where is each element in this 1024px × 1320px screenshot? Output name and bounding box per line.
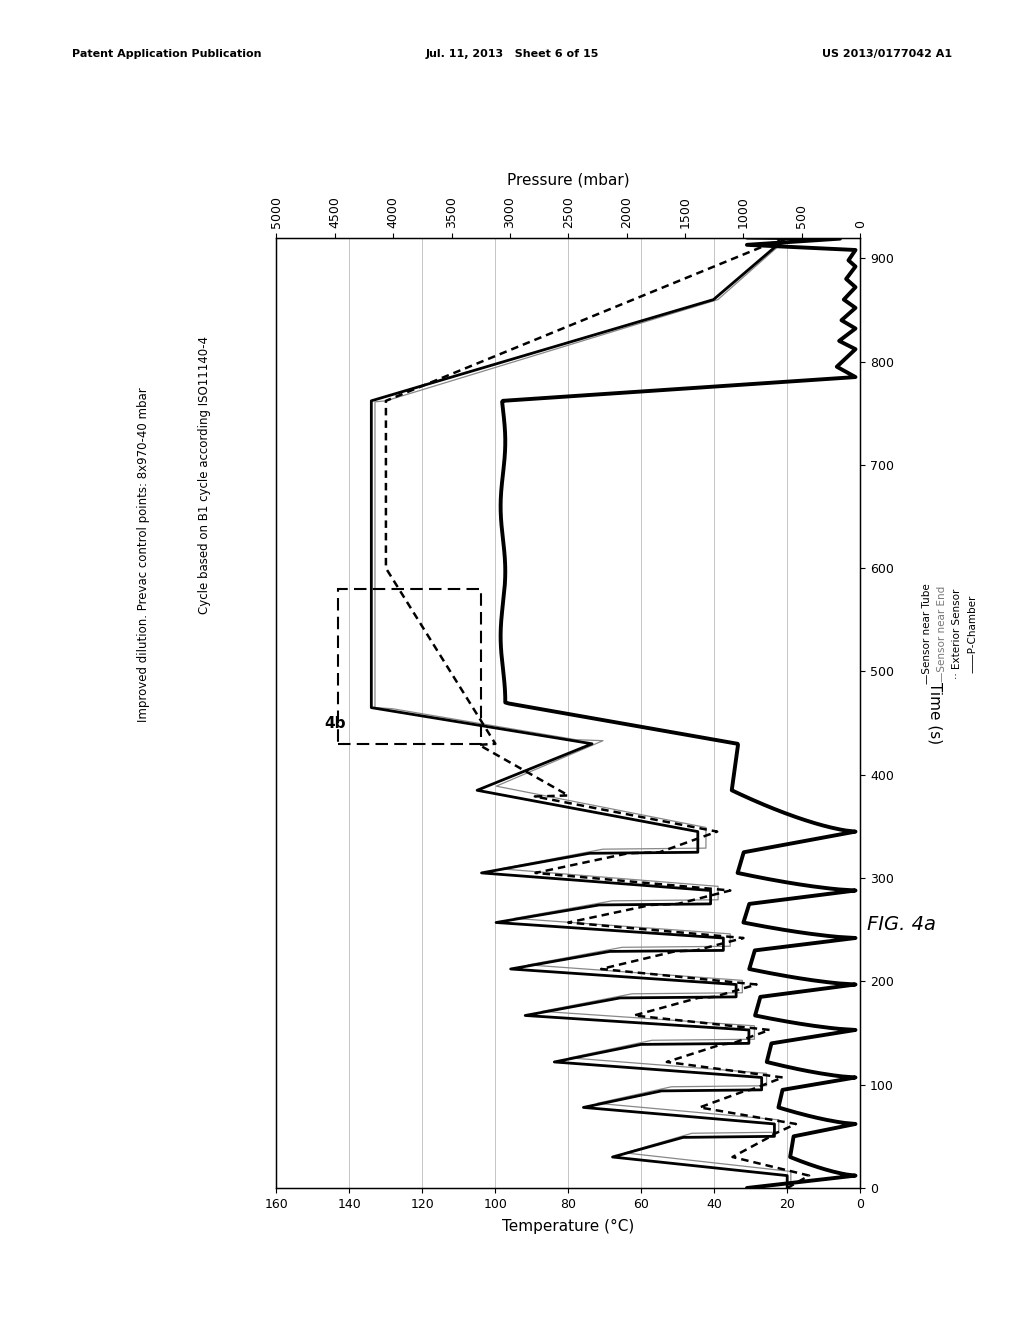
Text: —Sensor near Tube: —Sensor near Tube <box>922 583 932 684</box>
X-axis label: Temperature (°C): Temperature (°C) <box>502 1220 635 1234</box>
Text: FIG. 4a: FIG. 4a <box>866 915 936 933</box>
Bar <box>339 589 481 743</box>
Text: —Sensor near End: —Sensor near End <box>937 586 947 681</box>
Text: ——P-Chamber: ——P-Chamber <box>968 594 978 673</box>
Text: Cycle based on B1 cycle according ISO11140-4: Cycle based on B1 cycle according ISO111… <box>199 337 211 614</box>
Text: 4b: 4b <box>325 717 346 731</box>
Text: Improved dilution. Prevac control points: 8x970-40 mbar: Improved dilution. Prevac control points… <box>137 387 150 722</box>
Text: Jul. 11, 2013   Sheet 6 of 15: Jul. 11, 2013 Sheet 6 of 15 <box>425 49 599 59</box>
Text: ·· Exterior Sensor: ·· Exterior Sensor <box>952 589 963 678</box>
Y-axis label: Time (s): Time (s) <box>928 681 942 744</box>
Text: Patent Application Publication: Patent Application Publication <box>72 49 261 59</box>
Text: US 2013/0177042 A1: US 2013/0177042 A1 <box>822 49 952 59</box>
X-axis label: Pressure (mbar): Pressure (mbar) <box>507 173 630 187</box>
